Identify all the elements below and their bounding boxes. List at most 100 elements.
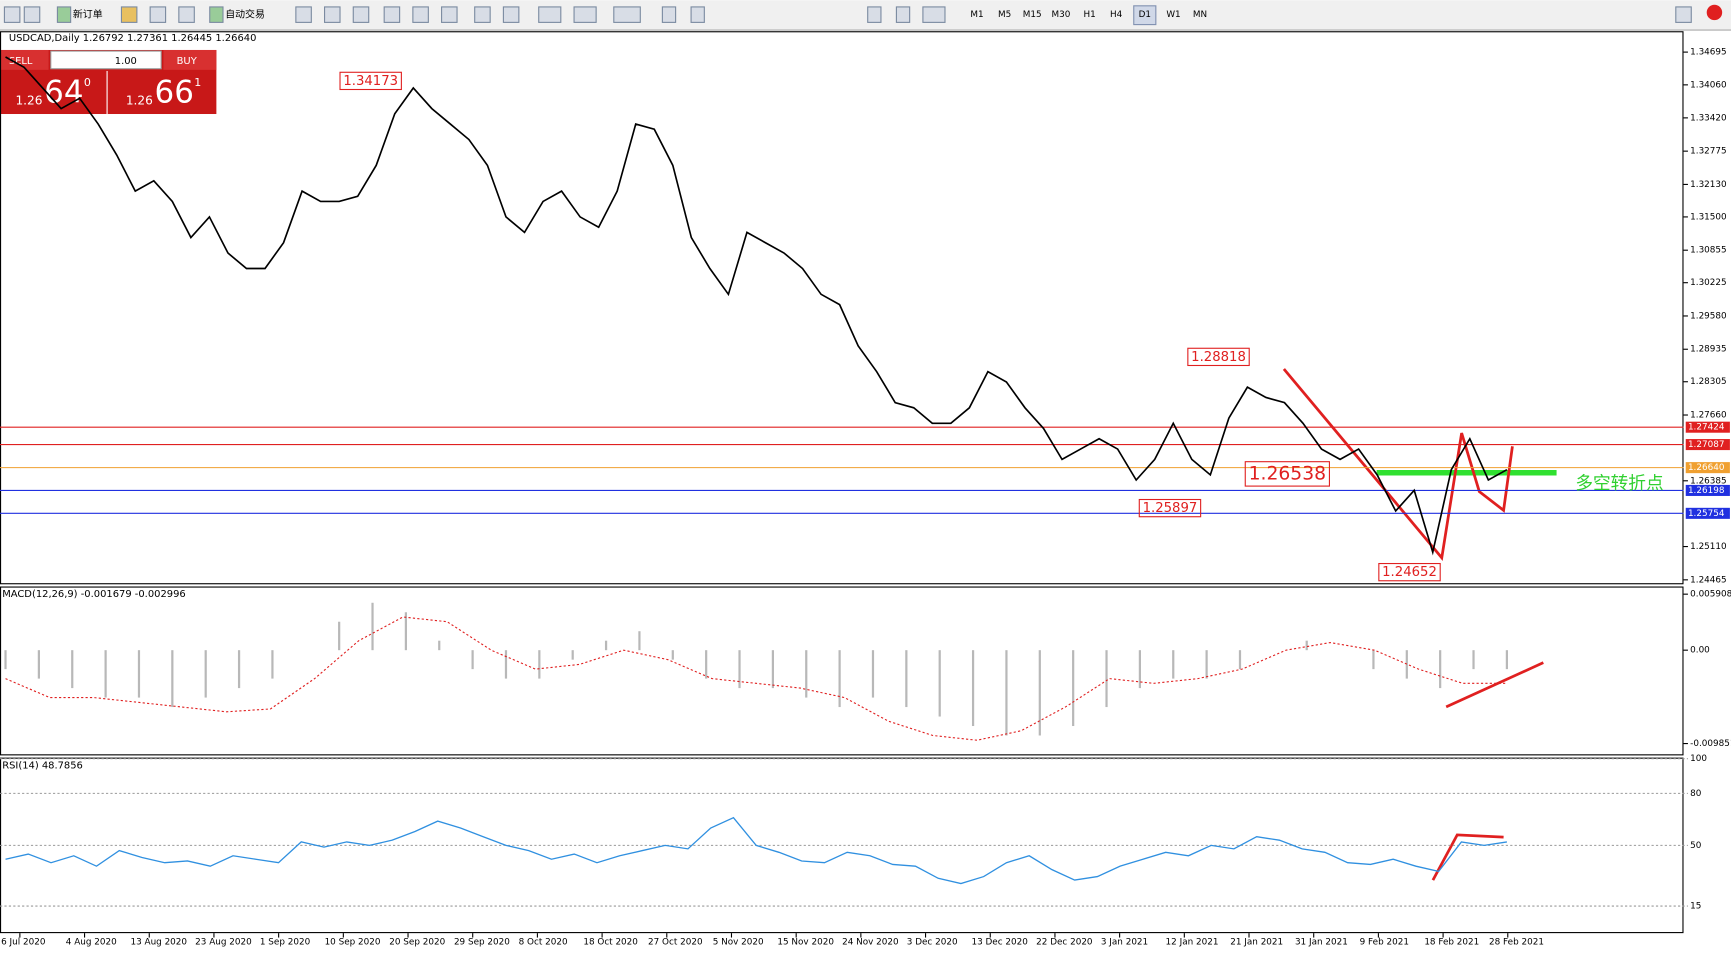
macd-bar [271,650,274,679]
new-order-button[interactable]: 新订单 [73,8,103,21]
date-label: 31 Jan 2021 [1295,937,1348,947]
buy-price-frac: 1 [194,76,201,89]
macd-bar [1105,650,1108,708]
price-level-label: 1.26640 [1688,463,1725,473]
alert-badge[interactable] [1706,4,1723,21]
timeframe-button[interactable]: M15 [1023,10,1042,20]
timeframe-active [1133,5,1157,26]
price-level-label: 1.27087 [1688,440,1725,450]
macd-bar [905,650,908,708]
macd-bar [504,650,508,679]
sell-button[interactable] [0,49,49,70]
timeframe-button[interactable]: H4 [1110,10,1123,20]
macd-tick-label: -0.009851 [1690,739,1731,749]
price-tick-label: 1.31500 [1690,212,1727,222]
price-annotation: 多空转折点 [1575,473,1663,494]
date-label: 3 Dec 2020 [907,937,958,947]
price-tick-label: 1.34060 [1690,80,1727,90]
drawn-arrows [1282,368,1544,881]
macd-bar [638,631,641,651]
annotation-box [1378,562,1441,582]
panel-borders [0,31,1684,934]
price-tick-label: 1.30225 [1690,278,1727,288]
price-tick-label: 1.28935 [1690,345,1727,355]
annotation-box [1244,461,1330,487]
price-tick-label: 1.30855 [1690,246,1727,256]
date-label: 3 Jan 2021 [1101,937,1148,947]
price-annotation: 1.24652 [1382,565,1437,580]
macd-bar [938,650,941,717]
lots-value[interactable]: 1.00 [115,56,137,67]
annotation-box [1138,498,1202,518]
price-level-box [1685,439,1730,451]
price-tick-label: 1.24465 [1690,575,1727,585]
buy-label[interactable]: BUY [177,56,198,67]
macd-bar [1238,650,1242,670]
macd-bar [738,650,741,689]
timeframe-button[interactable]: W1 [1166,10,1180,20]
price-tick-label: 1.33420 [1690,113,1727,123]
macd-bar [1205,650,1208,679]
date-label: 1 Sep 2020 [260,937,311,947]
date-label: 22 Dec 2020 [1036,937,1093,947]
timeframe-button[interactable]: M1 [970,10,983,20]
sell-price-big: 1.26 [15,93,42,107]
auto-trade-button[interactable]: 自动交易 [225,8,265,21]
macd-bar [438,640,441,651]
macd-bar [604,640,608,651]
annotation-box [1187,347,1250,367]
timeframe-button[interactable]: M30 [1051,10,1070,20]
macd-bar [204,650,207,698]
timeframe-button[interactable]: MN [1193,10,1207,20]
price-level-box [1685,462,1730,474]
macd-bar [137,650,141,698]
date-label: 13 Aug 2020 [130,937,187,947]
date-label: 10 Sep 2020 [325,937,381,947]
macd-bar [171,650,174,708]
date-label: 20 Sep 2020 [389,937,445,947]
rsi-tick-label: 50 [1690,841,1702,851]
price-tick-label: 1.26385 [1690,476,1727,486]
macd-bar [37,650,40,679]
timeframe-button[interactable]: H1 [1083,10,1095,20]
timeframe-button[interactable]: D1 [1139,10,1151,20]
date-label: 29 Sep 2020 [454,937,510,947]
price-annotation: 1.25897 [1143,501,1198,516]
date-label: 9 Feb 2021 [1360,937,1409,947]
date-label: 6 Jul 2020 [1,937,46,947]
date-label: 18 Feb 2021 [1424,937,1479,947]
price-annotation: 1.34173 [343,74,398,89]
price-tick-label: 1.32775 [1690,147,1727,157]
price-tick-label: 1.29580 [1690,311,1727,321]
macd-bar [1439,650,1442,689]
sell-label[interactable]: SELL [9,56,33,67]
price-annotation: 1.26538 [1249,463,1327,484]
date-label: 4 Aug 2020 [66,937,117,947]
lots-input[interactable] [50,50,162,70]
buy-price-big: 1.26 [126,93,153,107]
sell-price-frac: 0 [84,76,91,89]
macd-signal [5,616,1507,741]
date-label: 13 Dec 2020 [971,937,1028,947]
price-level-box [1685,507,1730,519]
price-level-box [1685,421,1730,433]
macd-bar [1372,650,1375,670]
buy-button[interactable] [163,49,217,70]
price-level-label: 1.25754 [1688,509,1725,519]
macd-tick-label: 0.00 [1690,646,1710,656]
macd-bar [1505,650,1509,670]
date-label: 5 Nov 2020 [713,937,764,947]
macd-bar [471,650,474,670]
macd-bar [1405,650,1408,679]
price-tick-label: 1.25110 [1690,542,1727,552]
macd-bar [705,650,708,679]
macd-bar [338,621,341,651]
rsi-header: RSI(14) 48.7856 [2,760,83,771]
buy-price-pips: 66 [155,75,194,111]
timeframe-button[interactable]: M5 [998,10,1011,20]
price-level-label: 1.27424 [1688,423,1725,433]
date-label: 23 Aug 2020 [195,937,252,947]
rsi-tick-label: 15 [1690,902,1701,912]
price-annotation: 1.28818 [1191,350,1246,365]
